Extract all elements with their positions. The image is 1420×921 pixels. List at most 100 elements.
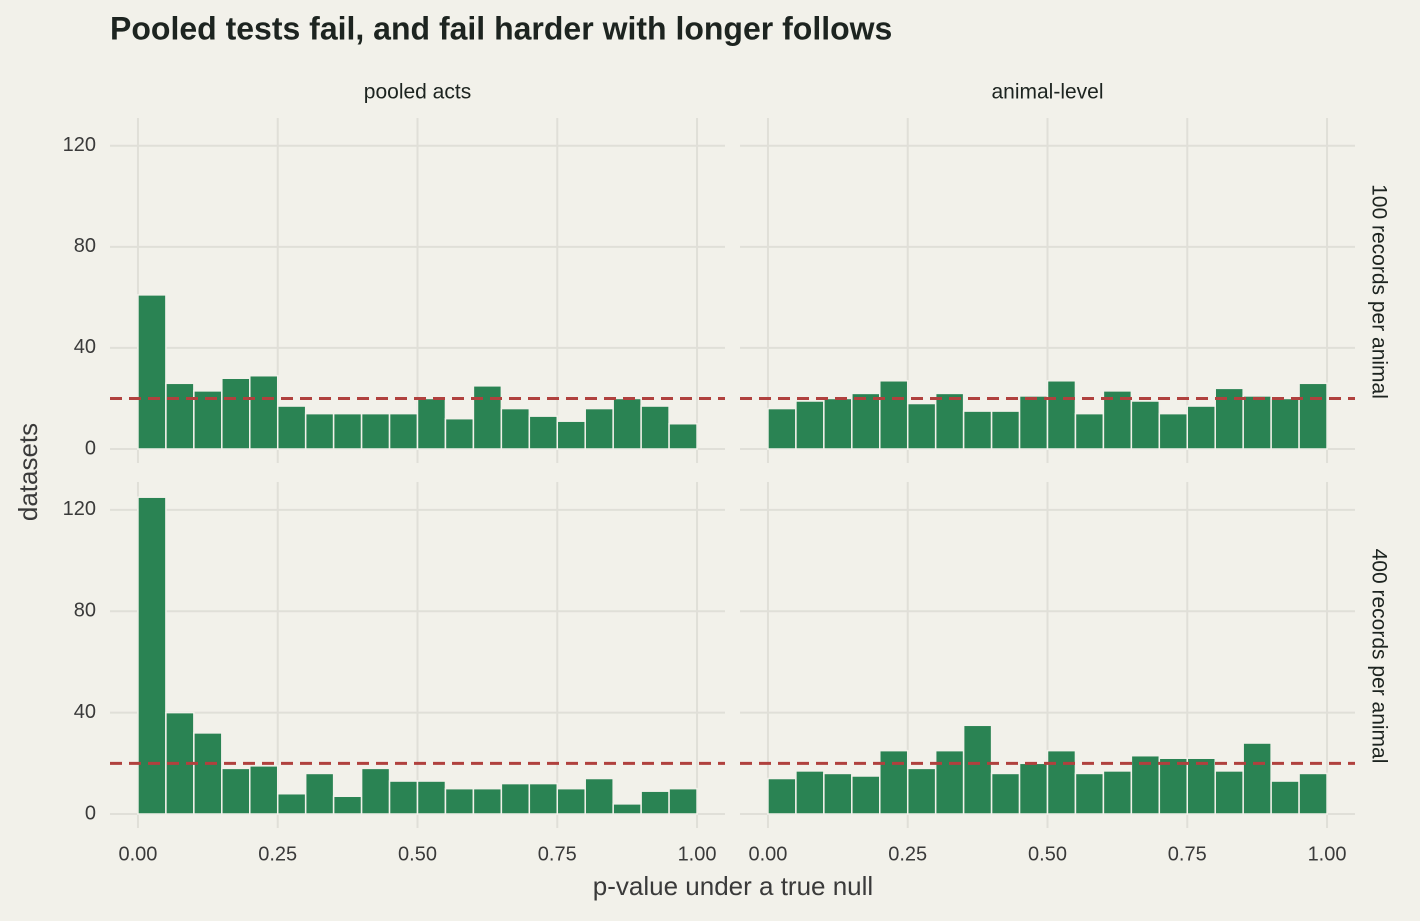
bar: [1074, 412, 1105, 450]
bar: [1270, 397, 1300, 450]
bar: [990, 410, 1021, 450]
facet-column-label: pooled acts: [364, 81, 471, 104]
x-tick-label: 0.75: [1168, 843, 1207, 865]
x-tick-label: 0.25: [258, 843, 297, 865]
bar: [1298, 382, 1328, 450]
bar: [1130, 754, 1161, 815]
x-tick-label: 0.00: [748, 843, 787, 865]
bar: [1186, 405, 1216, 450]
bar: [1158, 757, 1189, 815]
bar: [276, 405, 307, 450]
bar: [304, 772, 335, 815]
chart-title: Pooled tests fail, and fail harder with …: [110, 10, 892, 46]
bar: [1046, 380, 1077, 450]
bar: [221, 767, 251, 815]
bar: [500, 782, 531, 815]
bar: [137, 496, 167, 815]
bar: [934, 392, 965, 450]
bar: [249, 374, 279, 450]
bar: [416, 780, 447, 815]
y-tick-label: 120: [63, 134, 96, 156]
bar: [584, 407, 614, 450]
bar: [879, 749, 909, 815]
bar: [851, 392, 881, 450]
bar: [906, 402, 937, 450]
facet-column-label: animal-level: [991, 81, 1103, 104]
bar: [416, 397, 447, 450]
bar: [1242, 395, 1272, 450]
bar: [1186, 757, 1216, 815]
y-tick-label: 120: [63, 498, 96, 520]
bar: [851, 775, 881, 815]
bar: [556, 787, 586, 815]
bar: [668, 422, 698, 450]
bar: [962, 410, 993, 450]
bar: [472, 787, 503, 815]
bar: [795, 400, 825, 450]
bar: [1298, 772, 1328, 815]
facet-row-label: 100 records per animal: [1367, 184, 1390, 399]
bar: [1074, 772, 1105, 815]
bar: [332, 795, 363, 815]
bar: [1158, 412, 1189, 450]
bar: [934, 749, 965, 815]
y-tick-label: 80: [74, 600, 96, 622]
bar: [193, 732, 223, 815]
bar: [165, 382, 195, 450]
bar: [612, 803, 642, 815]
bar: [1130, 400, 1161, 450]
bar: [304, 412, 335, 450]
bar: [528, 415, 559, 450]
bar: [612, 397, 642, 450]
bar: [823, 397, 853, 450]
bar: [795, 770, 825, 815]
y-tick-label: 0: [85, 802, 96, 824]
bar: [1046, 749, 1077, 815]
bar: [276, 792, 307, 815]
bar: [990, 772, 1021, 815]
bar: [221, 377, 251, 450]
bar: [640, 790, 670, 815]
x-tick-label: 0.00: [118, 843, 157, 865]
bar: [1270, 780, 1300, 815]
bar: [1102, 770, 1133, 815]
x-tick-label: 0.50: [398, 843, 437, 865]
y-tick-label: 0: [85, 437, 96, 459]
x-tick-label: 0.75: [538, 843, 577, 865]
bar: [1242, 742, 1272, 815]
x-tick-label: 1.00: [1308, 843, 1347, 865]
bar: [137, 294, 167, 450]
bar: [1102, 390, 1133, 450]
bar: [332, 412, 363, 450]
bar: [472, 385, 503, 450]
bar: [1018, 395, 1049, 450]
y-axis-label: datasets: [13, 423, 43, 521]
y-tick-label: 40: [74, 336, 96, 358]
x-tick-label: 0.50: [1028, 843, 1067, 865]
bar: [1018, 762, 1049, 815]
bar: [444, 417, 475, 450]
bar: [388, 412, 419, 450]
bar: [556, 420, 586, 450]
bar: [528, 782, 559, 815]
x-tick-label: 0.25: [888, 843, 927, 865]
bar: [668, 787, 698, 815]
bar: [193, 390, 223, 450]
bar: [879, 380, 909, 450]
y-tick-label: 80: [74, 235, 96, 257]
x-tick-label: 1.00: [678, 843, 717, 865]
bar: [640, 405, 670, 450]
bar: [1214, 770, 1244, 815]
bar: [584, 777, 614, 815]
bar: [249, 765, 279, 815]
bar: [906, 767, 937, 815]
bar: [360, 412, 391, 450]
bar: [823, 772, 853, 815]
bar: [444, 787, 475, 815]
x-axis-label: p-value under a true null: [593, 871, 873, 901]
facet-row-label: 400 records per animal: [1367, 549, 1390, 764]
bar: [388, 780, 419, 815]
bar: [962, 724, 993, 815]
